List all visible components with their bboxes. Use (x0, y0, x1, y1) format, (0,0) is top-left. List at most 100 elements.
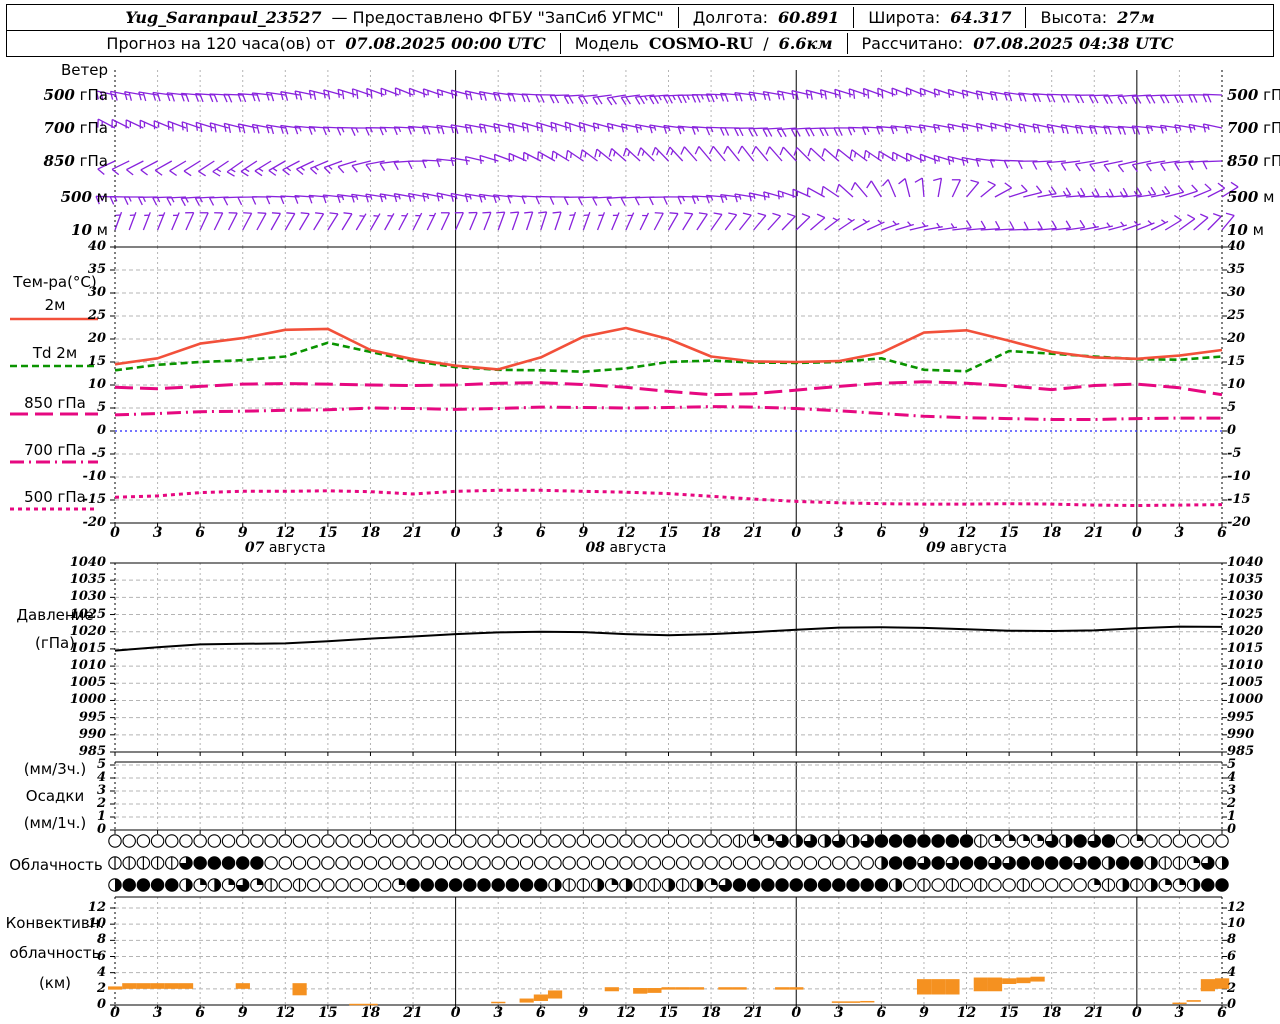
conv-panel-title-1: Конвективн. (5, 914, 105, 932)
pressure-tick-left: 995 (78, 709, 106, 725)
time-tick-label: 9 (919, 525, 929, 541)
pressure-tick-right: 1015 (1227, 640, 1264, 656)
conv-tick-right: 8 (1227, 932, 1237, 948)
legend-line-t500 (10, 507, 98, 511)
time-tick-label-bottom: 6 (195, 1005, 206, 1021)
time-tick-label: 9 (578, 525, 589, 541)
wind-level-label-left: 10 м (71, 221, 108, 239)
time-tick-label: 6 (1217, 525, 1227, 541)
temp-tick-right: 10 (1227, 377, 1246, 392)
header-separator (853, 7, 855, 28)
temp-tick-right: -5 (1227, 446, 1242, 461)
pressure-tick-left: 990 (78, 726, 106, 742)
header-field: Широта: (868, 8, 941, 27)
precip-tick-left: 3 (96, 783, 106, 798)
pressure-tick-right: 1025 (1227, 606, 1264, 622)
header-field: 27м (1117, 8, 1155, 27)
precip-panel-title: Осадки (25, 787, 85, 805)
time-tick-label: 6 (876, 525, 887, 541)
date-label: 09 августа (926, 540, 1007, 556)
header-separator (559, 33, 561, 54)
precip-tick-right: 5 (1227, 757, 1237, 772)
time-tick-label: 12 (956, 525, 977, 541)
cloud-panel-title: Облачность (9, 856, 103, 874)
pressure-curve (114, 625, 1223, 652)
temp-tick-left: 35 (87, 262, 106, 277)
temp-tick-right: 30 (1227, 285, 1246, 300)
pressure-tick-left: 1035 (69, 572, 106, 588)
wind-level-label-right: 500 гПа (1227, 86, 1280, 104)
legend-label-t500: 500 гПа (24, 488, 86, 506)
temp-tick-right: 15 (1227, 354, 1246, 369)
conv-tick-right: 2 (1227, 980, 1237, 996)
legend-label-t2m: 2м (44, 296, 66, 314)
header-field: Прогноз на 120 часа(ов) от (106, 34, 336, 53)
conv-tick-left: 2 (96, 980, 106, 996)
header-field: 6.6км (778, 34, 833, 53)
header-box: Yug_Saranpaul_23527 — Предоставлено ФГБУ … (6, 4, 1274, 57)
temp-tick-right: 5 (1227, 400, 1237, 415)
time-tick-label-bottom: 21 (1084, 1005, 1104, 1021)
time-tick-label-bottom: 6 (1217, 1005, 1227, 1021)
pressure-tick-left: 985 (78, 744, 106, 759)
time-tick-label-bottom: 18 (360, 1005, 381, 1021)
time-tick-label: 21 (403, 525, 423, 541)
pressure-tick-right: 1040 (1227, 555, 1264, 570)
time-tick-label-bottom: 15 (318, 1005, 338, 1021)
precip-unit-3h: (мм/3ч.) (23, 760, 87, 778)
time-tick-label-bottom: 6 (876, 1005, 887, 1021)
header-field: Yug_Saranpaul_23527 (125, 8, 322, 27)
time-tick-label: 6 (195, 525, 206, 541)
precip-tick-right: 4 (1227, 770, 1237, 785)
temp-tick-left: -15 (82, 492, 107, 507)
legend-label-t700: 700 гПа (24, 441, 86, 459)
time-tick-label-bottom: 21 (403, 1005, 423, 1021)
header-field: Высота: (1040, 8, 1108, 27)
pressure-tick-right: 1030 (1227, 589, 1264, 605)
pressure-tick-left: 1010 (69, 658, 106, 674)
pressure-tick-right: 995 (1227, 709, 1255, 725)
legend-line-td2m (10, 364, 98, 368)
header-field: Рассчитано: (861, 34, 964, 53)
time-tick-label-bottom: 18 (701, 1005, 721, 1021)
time-tick-label-bottom: 21 (743, 1005, 764, 1021)
legend-line-t850 (10, 412, 98, 416)
pressure-tick-left: 1040 (69, 555, 106, 570)
time-tick-label-bottom: 0 (450, 1005, 461, 1021)
time-tick-label-bottom: 9 (919, 1005, 929, 1021)
time-tick-label: 21 (1084, 525, 1104, 541)
time-tick-label-bottom: 3 (833, 1005, 844, 1021)
conv-tick-right: 4 (1227, 964, 1237, 980)
time-tick-label-bottom: 0 (1131, 1005, 1142, 1021)
time-tick-label: 15 (318, 525, 338, 541)
time-tick-label-bottom: 12 (275, 1005, 296, 1021)
time-tick-label-bottom: 6 (535, 1005, 546, 1021)
legend-label-td2m: Td 2м (32, 344, 78, 362)
conv-tick-left: 10 (87, 916, 106, 932)
time-tick-label: 18 (1041, 525, 1062, 541)
conv-tick-left: 4 (96, 964, 106, 980)
time-tick-label: 12 (275, 525, 296, 541)
time-tick-label-bottom: 9 (578, 1005, 589, 1021)
time-tick-label: 3 (1174, 525, 1185, 541)
wind-level-label-right: 850 гПа (1227, 152, 1280, 170)
temp-tick-right: -15 (1227, 492, 1251, 507)
temp-tick-left: 5 (96, 400, 106, 415)
pressure-tick-left: 1005 (69, 675, 106, 691)
temp-tick-left: 15 (87, 354, 106, 369)
pressure-tick-right: 1000 (1227, 692, 1264, 708)
temp-tick-right: 40 (1227, 239, 1246, 254)
temp-tick-right: 0 (1227, 423, 1237, 438)
temp-tick-left: -20 (82, 515, 107, 530)
date-label: 08 августа (585, 540, 667, 556)
precip-tick-right: 1 (1227, 809, 1237, 824)
conv-panel-unit: (км) (38, 974, 72, 992)
conv-tick-left: 6 (96, 948, 106, 964)
conv-tick-left: 8 (96, 932, 106, 948)
temp-tick-right: -10 (1227, 469, 1251, 484)
header-separator (677, 7, 679, 28)
time-tick-label: 3 (152, 525, 163, 541)
temp-tick-left: 0 (96, 423, 106, 438)
precip-tick-left: 0 (96, 822, 106, 837)
